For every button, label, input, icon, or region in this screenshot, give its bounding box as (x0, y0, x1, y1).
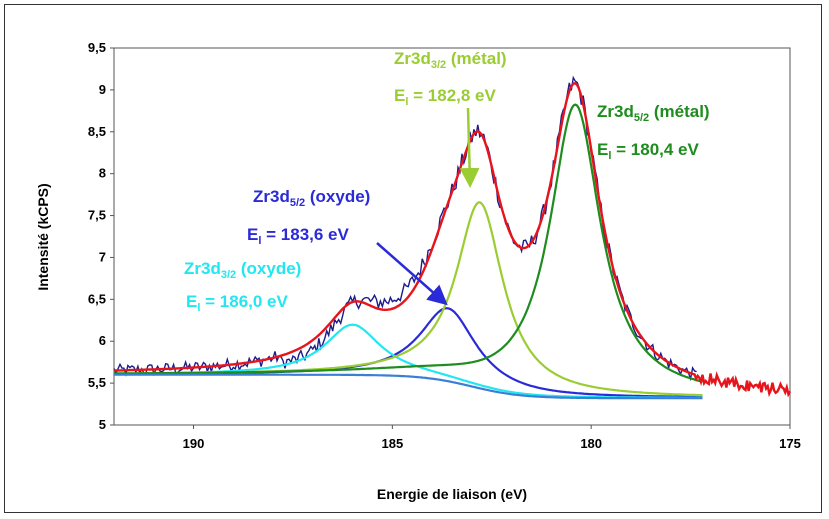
peak-energy-value: = 183,6 eV (261, 225, 349, 244)
y-tick-label: 8 (99, 166, 106, 181)
x-axis-label: Energie de liaison (eV) (377, 486, 527, 502)
y-tick-label: 5 (99, 417, 106, 432)
peak-energy-symbol: E (394, 86, 405, 105)
series-lines (113, 75, 792, 400)
y-tick-label: 9 (99, 82, 106, 97)
peak-annotation: Zr3d3/2 (métal) El = 182,8 eV (394, 49, 507, 188)
peak-label-state: (oxyde) (305, 187, 370, 206)
peak-energy-subscript: l (405, 96, 408, 108)
y-tick-label: 5,5 (88, 375, 106, 390)
peak-energy: El = 186,0 eV (186, 292, 288, 314)
y-axis-label: Intensité (kCPS) (35, 183, 51, 290)
peak-label-name: Zr3d (184, 259, 221, 278)
peak-annotation: Zr3d5/2 (métal) El = 180,4 eV (597, 102, 710, 162)
x-tick-label: 180 (580, 436, 602, 451)
peak-component-line (114, 103, 703, 383)
y-tick-label: 7,5 (88, 208, 106, 223)
y-tick-label: 6 (99, 333, 106, 348)
peak-label-name: Zr3d (597, 102, 634, 121)
peak-label-state: (métal) (649, 102, 709, 121)
peak-label-subscript: 3/2 (431, 59, 446, 71)
peak-annotation: Zr3d3/2 (oxyde) El = 186,0 eV (184, 259, 301, 314)
envelope-fit-line (113, 82, 792, 398)
peak-label-state: (oxyde) (236, 259, 301, 278)
peak-label-name: Zr3d (253, 187, 290, 206)
x-tick-label: 175 (779, 436, 801, 451)
x-tick-label: 190 (183, 436, 205, 451)
peak-energy: El = 183,6 eV (247, 225, 349, 247)
x-tick-label: 185 (382, 436, 404, 451)
y-tick-labels: 5 5,5 6 6,5 7 7,5 8 8,5 9 9,5 (88, 40, 114, 432)
y-tick-label: 7 (99, 249, 106, 264)
peak-energy-value: = 186,0 eV (200, 292, 288, 311)
x-tick-labels: 190 185 180 175 (183, 425, 801, 451)
peak-label-name: Zr3d (394, 49, 431, 68)
peak-energy-symbol: E (247, 225, 258, 244)
peak-label: Zr3d5/2 (métal) (597, 102, 710, 124)
peak-energy-subscript: l (608, 150, 611, 162)
peak-energy: El = 182,8 eV (394, 86, 496, 108)
peak-label: Zr3d3/2 (oxyde) (184, 259, 301, 281)
peak-label-state: (métal) (446, 49, 506, 68)
peak-energy-symbol: E (186, 292, 197, 311)
annotation-arrow (459, 107, 480, 188)
peak-label: Zr3d5/2 (oxyde) (253, 187, 370, 209)
peak-label-subscript: 5/2 (634, 112, 649, 124)
peak-annotation: Zr3d5/2 (oxyde) El = 183,6 eV (247, 187, 448, 306)
peak-energy-subscript: l (197, 302, 200, 314)
y-tick-label: 9,5 (88, 40, 106, 55)
annotation-arrow (376, 242, 448, 306)
peak-label: Zr3d3/2 (métal) (394, 49, 507, 71)
peak-energy-symbol: E (597, 140, 608, 159)
peak-energy-subscript: l (258, 235, 261, 247)
peak-energy-value: = 180,4 eV (611, 140, 699, 159)
background-line (114, 373, 703, 400)
peak-label-subscript: 3/2 (221, 269, 236, 281)
peak-energy: El = 180,4 eV (597, 140, 699, 162)
peak-energy-value: = 182,8 eV (408, 86, 496, 105)
y-tick-label: 8,5 (88, 124, 106, 139)
y-tick-label: 6,5 (88, 291, 106, 306)
peak-label-subscript: 5/2 (290, 197, 305, 209)
